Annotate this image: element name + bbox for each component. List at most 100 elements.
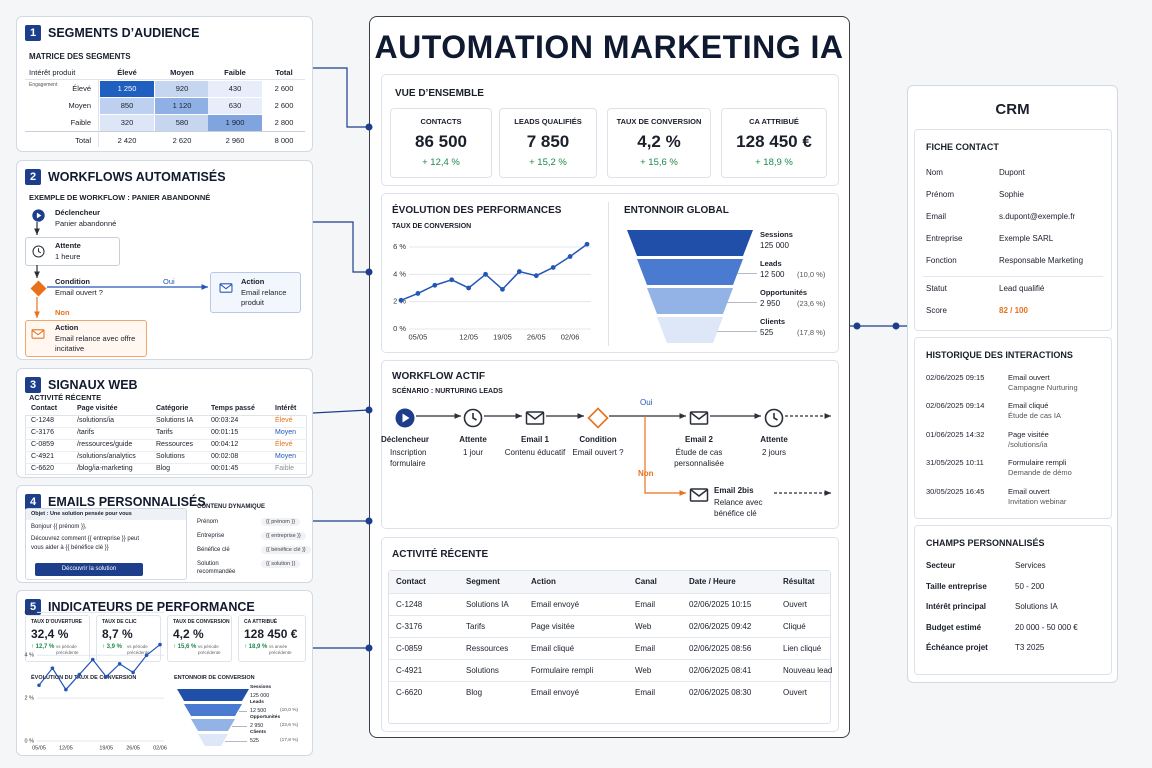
trend-point [158,642,162,647]
matrix-cell: 2 800 [274,118,294,127]
trend-point [533,273,539,279]
table-cell: Blog [466,688,483,697]
table-cell: Email envoyé [531,688,580,697]
funnel-stage-name: Clients [760,317,786,326]
funnel-title: ENTONNOIR DE CONVERSION [174,675,255,681]
connector [313,221,369,273]
history-action: Formulaire rempli [1008,458,1067,467]
kpi-card: TAUX DE CLIC 8,7 % ↑ 3,9 % vs période précé… [96,615,161,662]
step-title: Attente [459,435,487,444]
funnel-stage-name: Sessions [250,685,272,690]
section-title: CHAMPS PERSONNALISÉS [926,538,1045,548]
kpi-card: TAUX DE CONVERSION 4,2 % + 15,6 % [607,108,711,178]
table-cell: C-1248 [396,600,423,609]
kpi-change: ↑ 18,9 % [244,644,268,650]
funnel-stage-name: Clients [250,730,266,735]
funnel-stage-value: 525 [760,327,774,337]
connector [312,409,370,414]
funnel [627,230,757,343]
table-cell: C-3176 [31,429,54,436]
matrix-cell: 2 620 [172,136,192,145]
matrix-cell: 2 420 [117,136,137,145]
column-label: Temps passé [211,405,255,412]
icon-triangle [402,413,410,423]
diamond-icon [30,280,46,296]
kpi-label: CA ATTRIBUÉ [749,117,799,126]
table-cell: Email [635,688,656,697]
table-cell: Email envoyé [531,600,580,609]
table-cell: Faible [275,465,295,472]
column-label: Élevé [117,68,137,77]
table-cell: /solutions/analytics [77,453,136,460]
step-title: Action [55,323,79,332]
field-name: Échéance projet [926,643,988,652]
card: VUE D’ENSEMBLE CONTACTS 86 500 + 12,4 % LEAD… [381,74,839,186]
field-name: Secteur [926,561,956,570]
table-cell: Tarifs [466,622,486,631]
trend-point [449,277,455,283]
dynamic-title: CONTENU DYNAMIQUE [197,504,266,510]
crm-panel: CRM FICHE CONTACT Nom Dupont Prénom Sophie Ema… [907,85,1118,683]
funnel-stage [637,259,743,285]
field-name: Entreprise [197,533,225,539]
clock-icon [764,408,784,428]
table-cell: Web [635,622,652,631]
step-text: Inscription formulaire [390,448,427,468]
kpi-label: CONTACTS [420,117,462,126]
kpi-label: TAUX D’OUVERTURE [31,619,83,625]
column-label: Contact [396,577,426,586]
table-cell: 02/06/2025 08:56 [689,644,752,653]
funnel-stage-value: 125 000 [250,692,270,699]
section-title: ÉVOLUTION DES PERFORMANCES [392,205,562,216]
panel-title: INDICATEURS DE PERFORMANCE [48,600,255,614]
trend-point [550,265,556,270]
kpi-label: TAUX DE CLIC [102,619,137,625]
funnel-stage-rate: (10,0 %) [797,269,826,279]
subtitle: ACTIVITÉ RÉCENTE [29,393,102,402]
kpi-change: ↑ 12,7 % [31,644,55,650]
y-tick-label: 0 % [393,324,406,333]
kpi-change: ↑ 15,6 % [173,644,197,650]
funnel-stage-rate: (23,6 %) [797,298,826,308]
field-value: Sophie [999,190,1024,199]
trend-point [104,674,109,679]
icon-hands [773,413,778,421]
no-label: Non [638,469,654,478]
field-name: Prénom [926,190,955,199]
funnel-stage-value: 12 500 [250,707,267,714]
table-cell: Lien cliqué [783,644,822,653]
field-value: Solutions IA [1015,602,1058,611]
panel-title: SIGNAUX WEB [48,378,138,392]
field-value: Services [1015,561,1046,570]
panel-title: SEGMENTS D’AUDIENCE [48,26,200,40]
table-cell: Élevé [275,417,293,424]
mail-icon [525,411,545,425]
yes-label: Oui [640,398,653,407]
table-cell: 02/06/2025 08:30 [689,688,752,697]
section-title: ACTIVITÉ RÉCENTE [392,549,489,560]
column-label: Date / Heure [689,577,736,586]
section-title: FICHE CONTACT [926,142,999,152]
history-detail: Demande de démo [1008,468,1072,477]
funnel-stage-value: 2 950 [760,298,781,308]
table-frame [25,415,307,475]
funnel-stage [184,704,242,716]
matrix-cell: 1 250 [100,81,154,97]
kpi-value: 4,2 % [637,132,681,151]
icon-diamond [30,280,46,296]
field-value: 82 / 100 [999,306,1028,315]
connector [313,67,369,128]
card: HISTORIQUE DES INTERACTIONS 02/06/2025 09… [914,337,1112,519]
email-subject-bar [26,509,186,520]
kpi-card: TAUX D’OUVERTURE 32,4 % ↑ 12,7 % vs période… [25,615,90,662]
x-tick-label: 05/05 [409,333,428,342]
table-cell: 00:02:08 [211,453,239,460]
field-value: Dupont [999,168,1025,177]
table-cell: 00:01:15 [211,429,239,436]
matrix-cell: 920 [155,81,209,97]
column-header: Intérêt produit [29,68,76,77]
funnel-stage [198,734,228,746]
table-cell: Solutions IA [466,600,509,609]
x-tick-label: 05/05 [32,746,46,752]
x-tick-label: 19/05 [493,333,512,342]
